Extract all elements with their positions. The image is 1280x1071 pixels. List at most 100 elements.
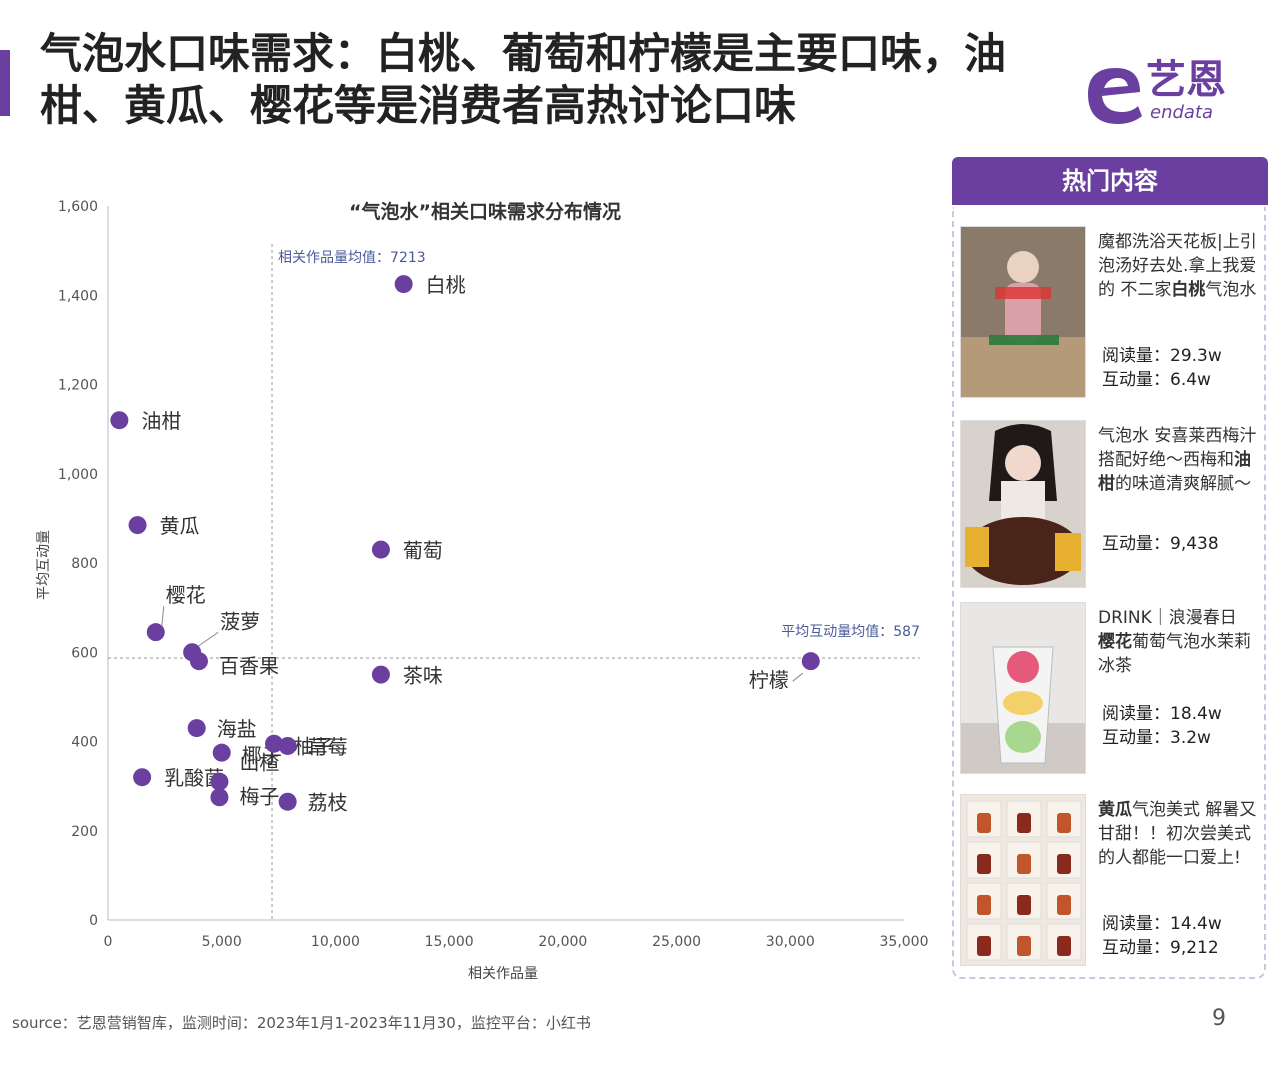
point-label: 山楂 xyxy=(239,751,279,775)
y-axis-label: 平均互动量 xyxy=(36,530,52,600)
point-label: 茶味 xyxy=(403,664,443,688)
data-point xyxy=(371,665,390,684)
x-tick-label: 30,000 xyxy=(766,934,815,950)
y-tick-label: 600 xyxy=(71,645,98,661)
data-point xyxy=(278,736,297,755)
data-point xyxy=(133,768,152,787)
hot-post-card[interactable]: 魔都洗浴天花板|上引 泡汤好去处.拿上我爱的 不二家白桃气泡水 阅读量：29.3… xyxy=(960,226,1260,398)
point-label: 柠檬 xyxy=(749,668,789,692)
point-label: 白桃 xyxy=(426,273,466,297)
y-tick-label: 1,600 xyxy=(58,199,98,215)
x-tick-label: 35,000 xyxy=(880,934,929,950)
post-stats: 阅读量：18.4w 互动量：3.2w xyxy=(1102,702,1262,750)
post-thumbnail-image xyxy=(961,421,1085,587)
data-point xyxy=(210,788,229,807)
post-thumbnail[interactable] xyxy=(960,602,1086,774)
post-thumbnail[interactable] xyxy=(960,794,1086,966)
label-leader-line xyxy=(161,606,165,627)
endata-logo-icon xyxy=(1088,68,1142,124)
data-point xyxy=(212,743,231,762)
thumb-cup xyxy=(1017,936,1031,956)
post-text: DRINK｜浪漫春日 樱花葡萄气泡水茉莉冰茶 xyxy=(1098,608,1251,676)
interaction-count: 互动量：9,438 xyxy=(1102,534,1219,554)
post-stats: 互动量：9,438 xyxy=(1102,532,1262,556)
read-count: 阅读量：14.4w xyxy=(1102,914,1222,934)
hot-post-card[interactable]: 气泡水 安喜莱西梅汁搭配好绝～西梅和油柑的味道清爽解腻～ 互动量：9,438 xyxy=(960,420,1260,588)
read-count: 阅读量：18.4w xyxy=(1102,704,1222,724)
x-tick-label: 15,000 xyxy=(425,934,474,950)
y-tick-label: 800 xyxy=(71,556,98,572)
data-point xyxy=(371,540,390,559)
y-tick-label: 0 xyxy=(89,913,98,929)
post-thumbnail[interactable] xyxy=(960,420,1086,588)
thumb-cup xyxy=(1057,895,1071,915)
point-label: 海盐 xyxy=(217,717,257,741)
thumb-cup xyxy=(1057,854,1071,874)
x-tick-label: 20,000 xyxy=(538,934,587,950)
hot-post-card[interactable]: DRINK｜浪漫春日 樱花葡萄气泡水茉莉冰茶 阅读量：18.4w 互动量：3.2w xyxy=(960,602,1260,774)
post-thumbnail[interactable] xyxy=(960,226,1086,398)
logo-subtext: endata xyxy=(1150,102,1214,123)
post-thumbnail-image xyxy=(961,795,1085,965)
data-point xyxy=(801,652,820,671)
point-label: 草莓 xyxy=(308,735,348,759)
thumb-cup xyxy=(1057,936,1071,956)
point-label: 菠萝 xyxy=(220,609,260,633)
interaction-count: 互动量：3.2w xyxy=(1102,728,1211,748)
point-label: 百香果 xyxy=(219,654,279,678)
data-point xyxy=(110,411,129,430)
read-count: 阅读量：29.3w xyxy=(1102,346,1222,366)
thumb-cup xyxy=(977,936,991,956)
thumb-cup xyxy=(977,854,991,874)
point-label: 黄瓜 xyxy=(160,514,200,538)
post-stats: 阅读量：29.3w 互动量：6.4w xyxy=(1102,344,1262,392)
data-point xyxy=(189,652,208,671)
data-point xyxy=(146,623,165,642)
x-mean-label: 相关作品量均值：7213 xyxy=(278,250,426,266)
thumb-cup xyxy=(1017,813,1031,833)
title-accent-bar xyxy=(0,50,10,116)
point-label: 樱花 xyxy=(166,583,206,607)
point-label: 荔枝 xyxy=(308,791,348,815)
x-tick-label: 0 xyxy=(104,934,113,950)
y-tick-label: 1,400 xyxy=(58,288,98,304)
hot-post-card[interactable]: 黄瓜气泡美式 解暑又甘甜！！初次尝美式的人都能一口爱上! 阅读量：14.4w 互… xyxy=(960,794,1260,966)
chart-title: “气泡水”相关口味需求分布情况 xyxy=(349,200,621,223)
x-tick-label: 5,000 xyxy=(202,934,242,950)
post-stats: 阅读量：14.4w 互动量：9,212 xyxy=(1102,912,1262,960)
data-point xyxy=(187,719,206,738)
post-thumbnail-image xyxy=(961,227,1085,397)
label-leader-line xyxy=(197,631,219,647)
post-text: 气泡水 安喜莱西梅汁搭配好绝～西梅和油柑的味道清爽解腻～ xyxy=(1098,426,1257,494)
hot-content-header: 热门内容 xyxy=(952,157,1268,205)
post-thumbnail-image xyxy=(961,603,1085,773)
data-point xyxy=(210,772,229,791)
data-point xyxy=(265,734,284,753)
y-tick-label: 1,200 xyxy=(58,378,98,394)
thumb-cup xyxy=(977,813,991,833)
data-point xyxy=(394,275,413,294)
y-tick-label: 200 xyxy=(71,824,98,840)
thumb-cup xyxy=(977,895,991,915)
point-label: 葡萄 xyxy=(403,539,443,563)
thumb-cup xyxy=(1017,854,1031,874)
y-tick-label: 400 xyxy=(71,735,98,751)
thumb-cup xyxy=(1017,895,1031,915)
post-text: 魔都洗浴天花板|上引 泡汤好去处.拿上我爱的 不二家白桃气泡水 xyxy=(1098,232,1257,300)
data-point xyxy=(278,792,297,811)
y-mean-label: 平均互动量均值：587 xyxy=(781,624,920,640)
y-tick-label: 1,000 xyxy=(58,467,98,483)
data-point xyxy=(128,516,147,535)
source-note: source：艺恩营销智库，监测时间：2023年1月1-2023年11月30，监… xyxy=(12,1014,591,1032)
point-label: 柚子 xyxy=(294,735,334,759)
page-number: 9 xyxy=(1212,1006,1226,1031)
x-axis-label: 相关作品量 xyxy=(468,966,538,982)
interaction-count: 互动量：6.4w xyxy=(1102,370,1211,390)
hot-content-panel xyxy=(952,207,1266,979)
x-tick-label: 10,000 xyxy=(311,934,360,950)
logo-text: 艺恩 xyxy=(1146,57,1226,103)
interaction-count: 互动量：9,212 xyxy=(1102,938,1219,958)
thumb-cup xyxy=(1057,813,1071,833)
x-tick-label: 25,000 xyxy=(652,934,701,950)
label-leader-line xyxy=(792,672,804,682)
